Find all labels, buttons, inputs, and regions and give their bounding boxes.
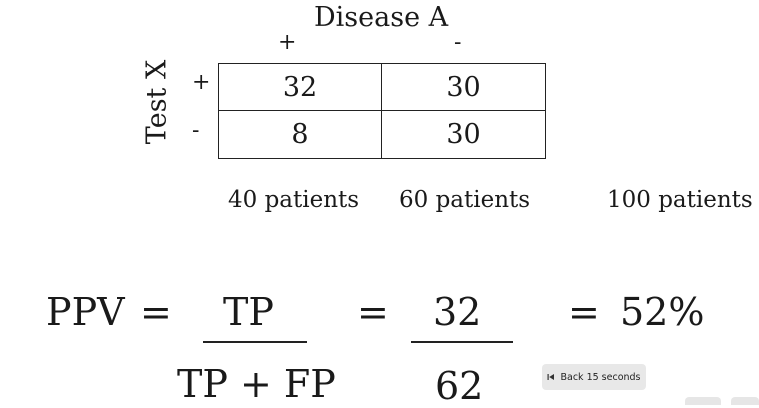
fraction-bar-1 [203,341,307,343]
formula-denominator: TP + FP [177,362,336,406]
formula-result: 52% [620,290,705,334]
contingency-table: 32 30 8 30 [218,63,546,159]
cell-false-negative: 8 [219,111,382,158]
formula-lhs: PPV [46,290,125,334]
back-15-seconds-button[interactable]: Back 15 seconds [542,364,646,390]
formula-equals-2: = [357,290,389,334]
cell-false-positive: 30 [382,64,545,111]
row-header: Test X [141,59,173,145]
skip-back-icon [547,373,555,381]
player-control[interactable] [685,397,721,405]
cell-true-positive: 32 [219,64,382,111]
total-disease-positive: 40 patients [228,187,360,213]
formula-value-numerator: 32 [433,290,482,334]
formula-equals-1: = [140,290,172,334]
column-label-negative: - [454,30,462,55]
formula-value-denominator: 62 [435,364,484,408]
total-disease-negative: 60 patients [399,187,531,213]
column-label-positive: + [278,30,297,55]
row-label-positive: + [192,70,211,95]
row-label-negative: - [192,118,200,143]
total-all: 100 patients [607,187,753,213]
fraction-bar-2 [411,341,513,343]
player-control[interactable] [731,397,759,405]
cell-true-negative: 30 [446,119,481,150]
column-header: Disease A [314,2,449,33]
formula-numerator: TP [223,290,274,334]
back-15-seconds-label: Back 15 seconds [560,371,641,383]
formula-equals-3: = [568,290,600,334]
